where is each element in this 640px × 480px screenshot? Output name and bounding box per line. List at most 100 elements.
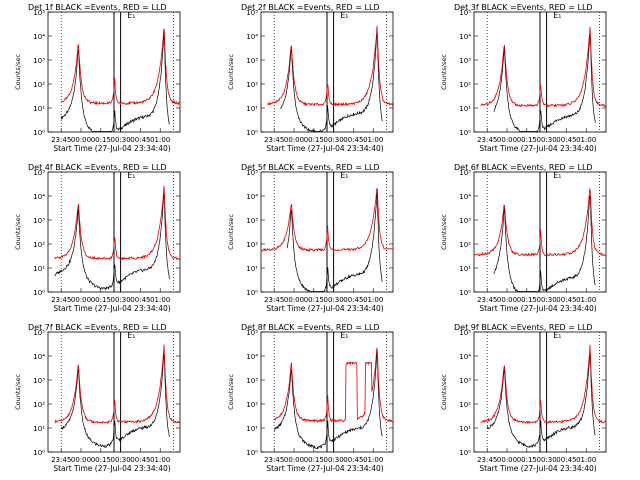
y-axis-label: Counts/sec xyxy=(14,374,22,410)
series-lld-line xyxy=(260,188,393,253)
y-tick-label: 10⁴ xyxy=(246,193,258,201)
x-tick-label: 00:00 xyxy=(284,136,304,144)
x-tick-label: 00:15 xyxy=(91,136,111,144)
x-tick-label: 00:45 xyxy=(130,136,150,144)
x-axis-label: Start Time (27-Jul-04 23:34:40) xyxy=(53,304,170,313)
panel-det-4: Det 4f BLACK =Events, RED = LLD 10⁰ 10¹ 10²… xyxy=(14,163,181,313)
panel-det-9: Det 9f BLACK =Events, RED = LLD 10⁰ 10¹ 10²… xyxy=(440,323,607,473)
x-tick-label: 23:45 xyxy=(477,456,497,464)
y-axis-label: Counts/sec xyxy=(227,54,235,90)
x-tick-label: 00:15 xyxy=(517,296,537,304)
series-events-line xyxy=(273,350,383,450)
y-tick-label: 10³ xyxy=(33,57,45,65)
y-tick-label: 10⁵ xyxy=(459,169,471,177)
y-axis-label: Counts/sec xyxy=(14,54,22,90)
x-tick-label: 00:30 xyxy=(324,296,344,304)
legend-mark: E₁ xyxy=(340,11,348,20)
x-tick-label: 00:00 xyxy=(497,456,517,464)
y-tick-label: 10¹ xyxy=(33,425,45,433)
y-tick-label: 10⁵ xyxy=(246,169,258,177)
y-tick-label: 10⁰ xyxy=(246,289,258,297)
x-tick-label: 00:00 xyxy=(497,296,517,304)
y-tick-label: 10⁰ xyxy=(246,449,258,457)
x-tick-label: 00:30 xyxy=(537,456,557,464)
y-tick-label: 10⁴ xyxy=(246,33,258,41)
x-tick-label: 23:45 xyxy=(51,136,71,144)
x-tick-label: 00:00 xyxy=(71,456,91,464)
panel-title: Det 8f BLACK =Events, RED = LLD xyxy=(241,323,380,332)
x-tick-label: 23:45 xyxy=(264,136,284,144)
series-events-line xyxy=(486,351,596,448)
panel-title: Det 9f BLACK =Events, RED = LLD xyxy=(454,323,593,332)
y-tick-label: 10⁴ xyxy=(459,33,471,41)
x-tick-label: 01:00 xyxy=(150,136,170,144)
x-tick-label: 00:15 xyxy=(304,296,324,304)
y-tick-label: 10⁴ xyxy=(459,193,471,201)
y-tick-label: 10¹ xyxy=(459,425,471,433)
series-lld-line xyxy=(473,188,607,257)
series-events-line xyxy=(54,192,170,291)
x-tick-label: 00:30 xyxy=(111,296,131,304)
panel-title: Det 7f BLACK =Events, RED = LLD xyxy=(28,323,167,332)
panel-title: Det 2f BLACK =Events, RED = LLD xyxy=(241,3,380,12)
y-tick-label: 10⁰ xyxy=(246,129,258,137)
x-tick-label: 00:00 xyxy=(71,296,91,304)
panel-det-2: Det 2f BLACK =Events, RED = LLD 10⁰ 10¹ 10²… xyxy=(227,3,394,153)
legend-mark: E₁ xyxy=(553,331,561,340)
y-tick-label: 10¹ xyxy=(246,265,258,273)
series-events-line xyxy=(60,30,170,132)
x-tick-label: 01:00 xyxy=(576,296,596,304)
series-lld-line xyxy=(61,28,180,106)
x-tick-label: 01:00 xyxy=(150,456,170,464)
legend-mark: E₁ xyxy=(553,11,561,20)
x-tick-label: 01:00 xyxy=(576,456,596,464)
panel-title: Det 6f BLACK =Events, RED = LLD xyxy=(454,163,593,172)
series-lld-line xyxy=(54,344,181,424)
series-lld-line xyxy=(54,185,181,261)
y-tick-label: 10¹ xyxy=(33,265,45,273)
x-tick-label: 01:00 xyxy=(363,136,383,144)
x-tick-label: 00:45 xyxy=(130,296,150,304)
series-lld-line xyxy=(480,344,607,425)
x-tick-label: 01:00 xyxy=(363,456,383,464)
y-tick-label: 10² xyxy=(459,401,471,409)
x-tick-label: 00:15 xyxy=(304,456,324,464)
legend-mark: E₁ xyxy=(127,11,135,20)
y-tick-label: 10¹ xyxy=(459,105,471,113)
y-tick-label: 10² xyxy=(459,81,471,89)
y-tick-label: 10⁰ xyxy=(459,449,471,457)
y-tick-label: 10⁵ xyxy=(459,329,471,337)
x-axis-label: Start Time (27-Jul-04 23:34:40) xyxy=(53,464,170,473)
y-tick-label: 10⁴ xyxy=(33,33,45,41)
y-tick-label: 10² xyxy=(33,241,45,249)
x-tick-label: 00:30 xyxy=(111,456,131,464)
panel-title: Det 3f BLACK =Events, RED = LLD xyxy=(454,3,593,12)
y-tick-label: 10³ xyxy=(459,57,471,65)
legend-mark: E₁ xyxy=(340,331,348,340)
y-tick-label: 10⁵ xyxy=(33,169,45,177)
x-tick-label: 23:45 xyxy=(51,456,71,464)
x-axis-label: Start Time (27-Jul-04 23:34:40) xyxy=(479,144,596,153)
x-tick-label: 00:45 xyxy=(343,136,363,144)
y-axis-label: Counts/sec xyxy=(227,214,235,250)
panel-det-8: Det 8f BLACK =Events, RED = LLD 10⁰ 10¹ 10²… xyxy=(227,323,394,473)
panel-det-3: Det 3f BLACK =Events, RED = LLD 10⁰ 10¹ 10²… xyxy=(440,3,607,153)
y-axis-label: Counts/sec xyxy=(440,374,448,410)
x-tick-label: 00:15 xyxy=(91,456,111,464)
series-events-line xyxy=(287,192,383,293)
y-tick-label: 10² xyxy=(459,241,471,249)
y-tick-label: 10⁵ xyxy=(246,329,258,337)
x-axis-label: Start Time (27-Jul-04 23:34:40) xyxy=(479,464,596,473)
y-tick-label: 10¹ xyxy=(33,105,45,113)
y-tick-label: 10⁴ xyxy=(246,353,258,361)
y-tick-label: 10² xyxy=(246,241,258,249)
panel-det-1: Det 1f BLACK =Events, RED = LLD 10⁰ 10¹ 10²… xyxy=(14,3,181,153)
x-tick-label: 00:45 xyxy=(556,136,576,144)
y-tick-label: 10³ xyxy=(246,217,258,225)
panel-title: Det 4f BLACK =Events, RED = LLD xyxy=(28,163,167,172)
panel-det-6: Det 6f BLACK =Events, RED = LLD 10⁰ 10¹ 10²… xyxy=(440,163,607,313)
x-tick-label: 00:00 xyxy=(284,456,304,464)
y-tick-label: 10³ xyxy=(33,217,45,225)
series-lld-line xyxy=(267,25,394,107)
x-tick-label: 00:30 xyxy=(537,296,557,304)
